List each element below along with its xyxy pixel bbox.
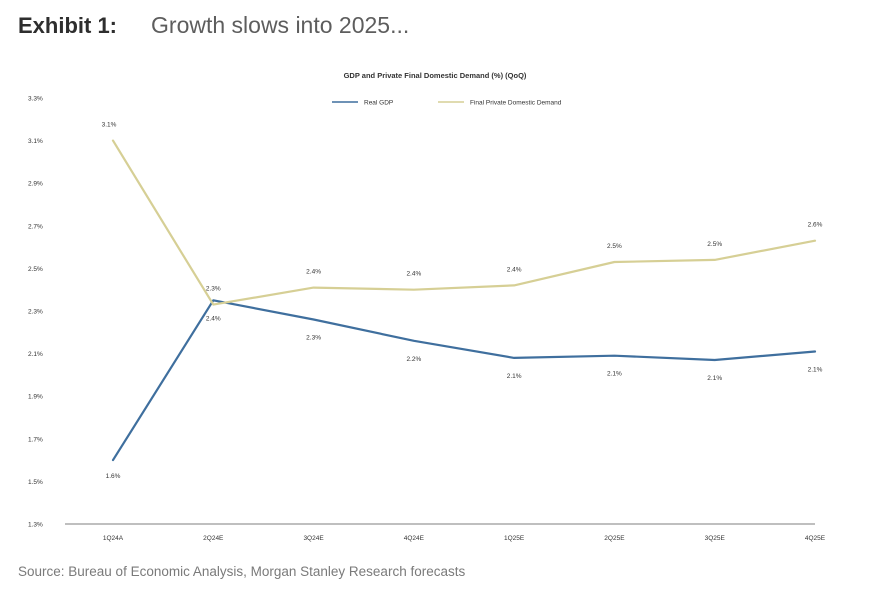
series-line-final-private-domestic-demand <box>111 139 817 306</box>
data-label: 2.6% <box>808 222 823 229</box>
data-label: 2.3% <box>206 286 221 293</box>
legend-label-real-gdp: Real GDP <box>364 100 393 107</box>
data-label: 2.1% <box>607 371 622 378</box>
line-chart: GDP and Private Final Domestic Demand (%… <box>28 71 826 542</box>
x-tick-label: 4Q25E <box>805 535 826 542</box>
y-tick-label: 2.5% <box>28 266 43 273</box>
x-tick-label: 1Q24A <box>103 535 124 542</box>
y-tick-label: 2.3% <box>28 309 43 316</box>
data-label: 2.3% <box>306 335 321 342</box>
legend-label-final-private-domestic-demand: Final Private Domestic Demand <box>470 100 562 107</box>
data-label: 2.1% <box>707 375 722 382</box>
data-label: 2.4% <box>206 315 221 322</box>
x-tick-label: 2Q25E <box>604 535 625 542</box>
data-label: 2.4% <box>507 266 522 273</box>
x-tick-label: 1Q25E <box>504 535 525 542</box>
data-label: 2.5% <box>607 243 622 250</box>
y-tick-label: 2.1% <box>28 351 43 358</box>
x-tick-label: 3Q25E <box>705 535 726 542</box>
data-label: 3.1% <box>102 122 117 129</box>
x-tick-label: 2Q24E <box>203 535 224 542</box>
chart-title: GDP and Private Final Domestic Demand (%… <box>344 71 527 80</box>
exhibit-title: Growth slows into 2025... <box>151 12 410 38</box>
source-note: Source: Bureau of Economic Analysis, Mor… <box>18 564 466 579</box>
series-line-real-gdp <box>111 299 817 462</box>
y-tick-label: 3.1% <box>28 138 43 145</box>
y-tick-label: 2.7% <box>28 223 43 230</box>
y-tick-label: 2.9% <box>28 181 43 188</box>
y-tick-label: 1.3% <box>28 522 43 529</box>
y-tick-label: 1.9% <box>28 394 43 401</box>
data-label: 2.1% <box>808 366 823 373</box>
data-label: 2.4% <box>406 271 421 278</box>
x-tick-label: 4Q24E <box>404 535 425 542</box>
data-label: 2.4% <box>306 269 321 276</box>
y-tick-label: 1.5% <box>28 479 43 486</box>
y-tick-label: 3.3% <box>28 96 43 103</box>
exhibit-header: Exhibit 1: Growth slows into 2025... <box>18 12 409 46</box>
data-label: 2.1% <box>507 373 522 380</box>
x-tick-label: 3Q24E <box>303 535 324 542</box>
data-label: 2.5% <box>707 241 722 248</box>
chart-area: GDP and Private Final Domestic Demand (%… <box>0 60 870 560</box>
exhibit-label: Exhibit 1: <box>18 13 118 38</box>
data-label: 2.2% <box>406 356 421 363</box>
y-tick-label: 1.7% <box>28 436 43 443</box>
data-label: 1.6% <box>106 473 121 480</box>
